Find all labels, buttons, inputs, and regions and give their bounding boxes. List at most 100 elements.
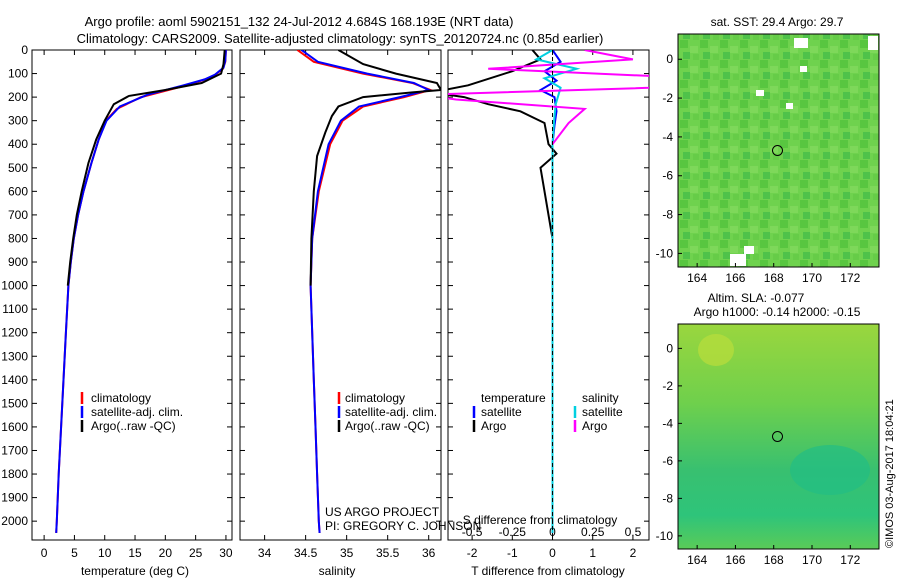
depth-tick-label: 1800 bbox=[1, 467, 28, 481]
salinity-ticks: 34 34.5 35 35.5 36 bbox=[240, 49, 441, 560]
difference-panel: -2 -1 0 1 2-0.5 -0.25 0 0.25 0.5 temperature sal… bbox=[447, 49, 650, 578]
legend-salinity-title: salinity bbox=[582, 391, 619, 405]
map-y-tick-label: -6 bbox=[662, 454, 673, 468]
legend-t-satellite-label: satellite bbox=[481, 405, 522, 419]
map-y-tick-label: -10 bbox=[656, 246, 674, 260]
map-x-tick-label: 164 bbox=[687, 271, 707, 285]
x-top-tick-label: 0.25 bbox=[581, 525, 605, 539]
sst-map-image bbox=[677, 33, 880, 268]
x-tick-label: 15 bbox=[128, 546, 142, 560]
depth-tick-label: 1900 bbox=[1, 491, 28, 505]
sla-map-panel: Altim. SLA: -0.077 Argo h1000: -0.14 h20… bbox=[656, 291, 880, 567]
depth-tick-label: 0 bbox=[21, 43, 28, 57]
temperature-series bbox=[55, 50, 227, 533]
t-difference-axis-label: T difference from climatology bbox=[471, 564, 625, 578]
depth-tick-label: 500 bbox=[8, 161, 28, 175]
map-x-tick-label: 168 bbox=[764, 553, 784, 567]
depth-tick-label: 1600 bbox=[1, 420, 28, 434]
depth-tick-label: 900 bbox=[8, 255, 28, 269]
x-tick-label: 25 bbox=[189, 546, 203, 560]
pi-annotation: PI: GREGORY C. JOHNSON bbox=[325, 519, 481, 533]
x-tick-label: 5 bbox=[71, 546, 78, 560]
figure-title-line2: Climatology: CARS2009. Satellite-adjuste… bbox=[77, 31, 604, 46]
x-tick-label: 34 bbox=[258, 546, 272, 560]
depth-tick-label: 1000 bbox=[1, 279, 28, 293]
difference-legend: temperature salinity satellite Argo sate… bbox=[472, 391, 623, 433]
salinity-series bbox=[296, 50, 441, 533]
depth-tick-label: 200 bbox=[8, 90, 28, 104]
map-y-tick-label: -8 bbox=[662, 491, 673, 505]
depth-tick-label: 1500 bbox=[1, 396, 28, 410]
x-tick-label: -1 bbox=[507, 546, 518, 560]
x-tick-label: 0 bbox=[549, 546, 556, 560]
map-y-tick-label: -6 bbox=[662, 169, 673, 183]
legend-argo-label: Argo(..raw -QC) bbox=[345, 419, 430, 433]
x-tick-label: 20 bbox=[159, 546, 173, 560]
depth-tick-label: 400 bbox=[8, 137, 28, 151]
legend-satellite-label: satellite-adj. clim. bbox=[345, 405, 437, 419]
map-y-tick-label: -4 bbox=[662, 130, 673, 144]
legend-s-argo-label: Argo bbox=[582, 419, 608, 433]
map-y-tick-label: -4 bbox=[662, 416, 673, 430]
depth-tick-label: 2000 bbox=[1, 514, 28, 528]
series-line-climatology bbox=[55, 50, 227, 533]
x-tick-label: 30 bbox=[219, 546, 233, 560]
x-tick-label: -2 bbox=[467, 546, 478, 560]
sst-map-ticks: 164 166 168 170 172 0 -2 -4 -6 -8 -10 bbox=[656, 52, 861, 285]
depth-tick-label: 1200 bbox=[1, 326, 28, 340]
s-difference-axis-label: S difference from climatology bbox=[463, 513, 618, 527]
salinity-panel: 34 34.5 35 35.5 36 climatology satellite-adj… bbox=[239, 49, 481, 578]
legend-temperature-title: temperature bbox=[481, 391, 546, 405]
legend-climatology-label: climatology bbox=[91, 391, 151, 405]
legend-satellite-label: satellite-adj. clim. bbox=[91, 405, 183, 419]
temperature-axes-frame bbox=[31, 49, 233, 541]
x-tick-label: 36 bbox=[422, 546, 436, 560]
sla-low-patch bbox=[790, 445, 870, 495]
map-y-tick-label: 0 bbox=[666, 341, 673, 355]
map-x-tick-label: 164 bbox=[687, 553, 707, 567]
sla-map-subtitle: Argo h1000: -0.14 h2000: -0.15 bbox=[694, 305, 861, 319]
sla-map-ticks: 164 166 168 170 172 0 -2 -4 -6 -8 -10 bbox=[656, 341, 861, 567]
series-line-s-satellite bbox=[533, 50, 581, 533]
x-tick-label: 2 bbox=[630, 546, 637, 560]
x-top-tick-label: 0.5 bbox=[625, 525, 642, 539]
map-y-tick-label: 0 bbox=[666, 52, 673, 66]
salinity-axes-frame bbox=[239, 49, 442, 541]
legend-s-satellite-label: satellite bbox=[582, 405, 623, 419]
salinity-axis-label: salinity bbox=[319, 564, 356, 578]
depth-tick-label: 1300 bbox=[1, 349, 28, 363]
series-line-argo-raw-qc- bbox=[309, 50, 441, 286]
x-tick-label: 0 bbox=[41, 546, 48, 560]
x-tick-label: 35 bbox=[340, 546, 354, 560]
temperature-legend: climatology satellite-adj. clim. Argo(..… bbox=[80, 391, 183, 433]
temperature-axis-label: temperature (deg C) bbox=[81, 564, 189, 578]
argo-float-marker bbox=[772, 145, 783, 156]
legend-argo-label: Argo(..raw -QC) bbox=[91, 419, 176, 433]
difference-axes-frame bbox=[447, 49, 650, 541]
series-line-t-argo bbox=[448, 50, 558, 286]
depth-tick-label: 300 bbox=[8, 114, 28, 128]
x-tick-label: 1 bbox=[589, 546, 596, 560]
map-x-tick-label: 170 bbox=[802, 271, 822, 285]
depth-tick-label: 700 bbox=[8, 208, 28, 222]
series-line-argo-raw-qc- bbox=[66, 50, 226, 286]
map-x-tick-label: 166 bbox=[725, 553, 745, 567]
sla-high-patch bbox=[698, 334, 734, 366]
difference-ticks: -2 -1 0 1 2-0.5 -0.25 0 0.25 0.5 bbox=[448, 49, 649, 560]
map-x-tick-label: 168 bbox=[764, 271, 784, 285]
depth-tick-label: 1400 bbox=[1, 373, 28, 387]
legend-t-argo-label: Argo bbox=[481, 419, 507, 433]
x-top-tick-label: -0.25 bbox=[499, 525, 527, 539]
depth-tick-label: 100 bbox=[8, 67, 28, 81]
x-top-tick-label: -0.5 bbox=[462, 525, 483, 539]
series-line-satellite-adj-clim- bbox=[300, 50, 432, 533]
depth-tick-label: 800 bbox=[8, 231, 28, 245]
map-x-tick-label: 172 bbox=[840, 271, 860, 285]
map-y-tick-label: -10 bbox=[656, 529, 674, 543]
map-x-tick-label: 166 bbox=[725, 271, 745, 285]
sst-map-title: sat. SST: 29.4 Argo: 29.7 bbox=[711, 15, 844, 29]
x-tick-label: 34.5 bbox=[294, 546, 318, 560]
depth-tick-label: 600 bbox=[8, 184, 28, 198]
difference-series bbox=[448, 50, 649, 540]
